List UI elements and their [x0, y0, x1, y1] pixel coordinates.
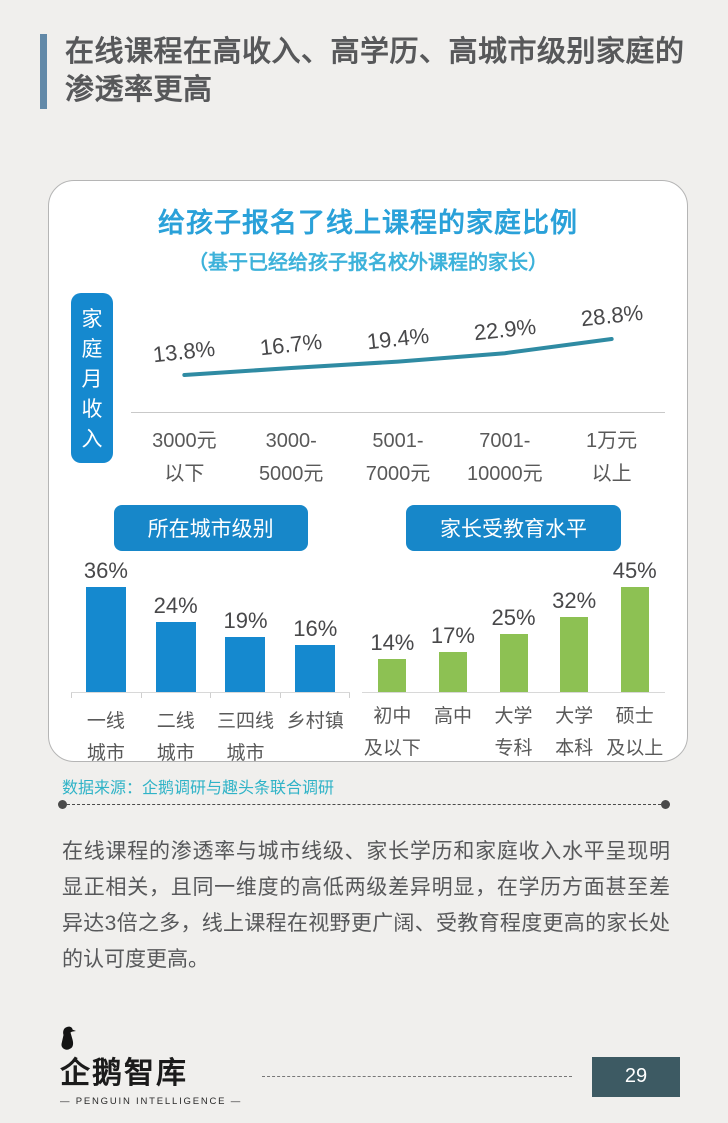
bar-value-label: 32%	[552, 588, 597, 613]
bar-value-label: 16%	[293, 616, 338, 641]
data-source: 数据来源：企鹅调研与趣头条联合调研	[62, 780, 335, 797]
edu-bars: 14% 17% 25% 32% 45%	[362, 553, 665, 693]
bar	[155, 622, 196, 692]
income-category-label: 1万元 以上	[586, 430, 638, 485]
income-category-label: 7001- 10000元	[466, 430, 543, 485]
city-bar-categories: 一线 城市 二线 城市 三四线 城市 乡村镇	[71, 706, 350, 771]
divider-dashed-line	[67, 804, 661, 805]
income-axis-line	[131, 412, 665, 413]
bar	[225, 637, 266, 692]
bar	[499, 634, 528, 692]
chart-card: 给孩子报名了线上课程的家庭比例 （基于已经给孩子报名校外课程的家长） 家庭月收入…	[48, 180, 688, 764]
bar-category-label: 一线 城市	[86, 711, 125, 765]
edu-bar-chart: 家长受教育水平 14% 17% 25% 32% 45% 初中 及以下 高中 大学 专科 大学 本科硕…	[362, 505, 665, 771]
bar	[378, 659, 407, 692]
bar-value-label: 45%	[612, 558, 657, 583]
penguin-icon	[61, 1026, 76, 1050]
income-category-label: 3000- 5000元	[258, 430, 324, 485]
city-bar-chart: 所在城市级别 36% 24% 19% 16% 一线 城市 二线 城市 三四线 城市 乡村镇	[71, 505, 351, 771]
divider-dot-right	[661, 800, 670, 809]
bar-category-label: 乡村镇	[286, 711, 344, 732]
income-line-svg	[182, 337, 614, 377]
income-axis-tag: 家庭月收入	[71, 293, 113, 463]
bar	[438, 652, 467, 692]
city-axis-ticks	[71, 693, 351, 698]
bar-category-label: 初中 及以下	[363, 706, 421, 760]
bar-column: 32%	[544, 588, 605, 692]
penguin-intelligence-logo: 企鹅智库 — PENGUIN INTELLIGENCE —	[60, 1026, 243, 1107]
bar-column: 24%	[141, 593, 211, 692]
bar-value-label: 25%	[491, 605, 536, 630]
bar-category-label: 大学 本科	[555, 706, 594, 760]
bar-category-label: 二线 城市	[156, 711, 195, 765]
income-category-label: 3000元 以下	[152, 430, 217, 485]
bar	[295, 645, 336, 692]
income-chart-section: 家庭月收入 13.8% 16.7% 19.4% 22.9% 28.8% 3000元 以下 3…	[71, 293, 665, 491]
bar-value-label: 19%	[223, 608, 268, 633]
bar-charts-row: 所在城市级别 36% 24% 19% 16% 一线 城市 二线 城市 三四线 城市 乡村镇 家长受…	[71, 505, 665, 771]
footer-dashed-line	[262, 1076, 572, 1077]
bar	[85, 587, 126, 692]
bar	[620, 587, 649, 692]
section-divider	[58, 800, 670, 809]
bar-value-label: 14%	[370, 630, 415, 655]
income-chart-right: 13.8% 16.7% 19.4% 22.9% 28.8% 3000元 以下 3000- 50…	[131, 293, 665, 491]
page-header: 在线课程在高收入、高学历、高城市级别家庭的渗透率更高	[40, 34, 688, 110]
income-categories: 3000元 以下 3000- 5000元 5001- 7000元 7001- 10000元 1万…	[131, 425, 665, 491]
analysis-paragraph: 在线课程的渗透率与城市线级、家长学历和家庭收入水平呈现明显正相关，且同一维度的高…	[62, 840, 670, 972]
bar-value-label: 24%	[153, 593, 198, 618]
bar-category-label: 硕士 及以上	[606, 706, 664, 760]
bar-value-label: 17%	[430, 623, 475, 648]
income-line-chart: 13.8% 16.7% 19.4% 22.9% 28.8%	[131, 293, 665, 408]
bar-column: 25%	[483, 605, 544, 692]
page-number: 29	[592, 1056, 680, 1097]
divider-dot-left	[58, 800, 67, 809]
title-accent-bar	[40, 34, 47, 110]
logo-subtext: — PENGUIN INTELLIGENCE —	[60, 1096, 243, 1107]
bar-column: 19%	[211, 608, 281, 692]
bar	[560, 617, 589, 692]
bar-category-label: 三四线 城市	[216, 711, 274, 765]
bar-column: 17%	[423, 623, 484, 692]
city-section-pill: 所在城市级别	[113, 505, 308, 551]
page-title: 在线课程在高收入、高学历、高城市级别家庭的渗透率更高	[65, 36, 685, 106]
bar-column: 16%	[280, 616, 350, 692]
edu-section-pill: 家长受教育水平	[406, 505, 622, 551]
bar-category-label: 大学 专科	[494, 706, 533, 760]
logo-text: 企鹅智库	[60, 1057, 188, 1090]
bar-column: 45%	[604, 558, 665, 692]
card-subtitle: （基于已经给孩子报名校外课程的家长）	[188, 252, 548, 274]
report-page: { "header": { "title": "在线课程在高收入、高学历、高城市…	[0, 34, 728, 1123]
bar-value-label: 36%	[83, 558, 128, 583]
page-footer: 企鹅智库 — PENGUIN INTELLIGENCE — 29	[60, 1026, 680, 1107]
bar-column: 36%	[71, 558, 141, 692]
income-category-label: 5001- 7000元	[365, 430, 431, 485]
bar-category-label: 高中	[433, 706, 472, 727]
edu-bar-categories: 初中 及以下 高中 大学 专科 大学 本科 硕士 及以上	[362, 701, 665, 766]
city-bars: 36% 24% 19% 16%	[71, 553, 351, 693]
bar-column: 14%	[362, 630, 423, 692]
card-title: 给孩子报名了线上课程的家庭比例	[158, 208, 578, 238]
